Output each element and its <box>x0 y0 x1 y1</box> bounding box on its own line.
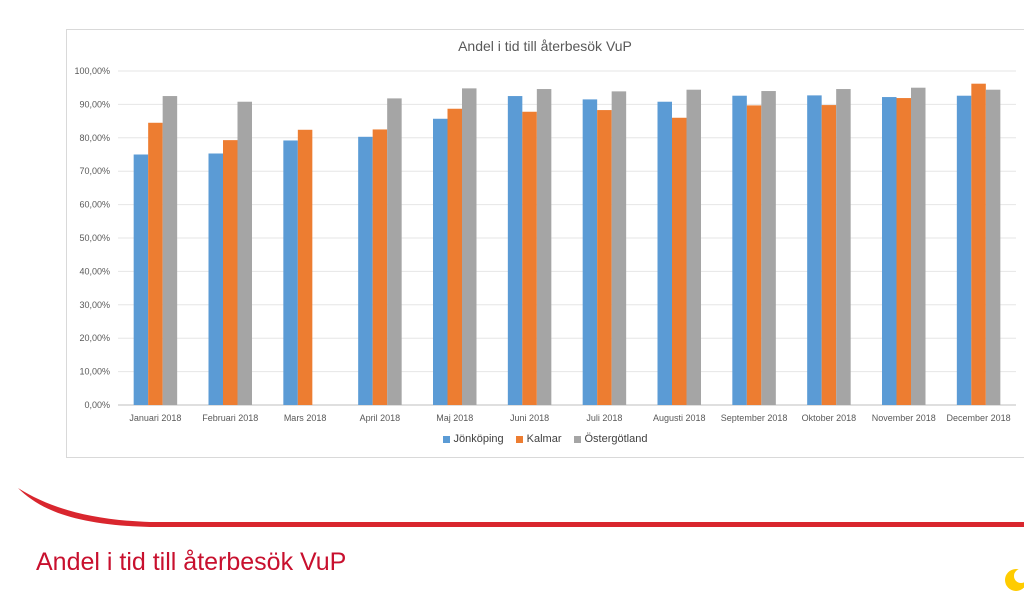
bar <box>821 105 837 406</box>
y-tick-label: 40,00% <box>79 266 110 276</box>
x-tick-label: November 2018 <box>872 413 936 423</box>
bar <box>746 105 762 405</box>
bar <box>358 136 373 405</box>
bar <box>956 95 972 405</box>
x-tick-label: December 2018 <box>947 413 1011 423</box>
y-tick-label: 20,00% <box>79 333 110 343</box>
x-tick-label: April 2018 <box>360 413 401 423</box>
legend-swatch <box>515 435 523 443</box>
bar <box>882 97 897 405</box>
x-tick-label: Juli 2018 <box>586 413 622 423</box>
bar <box>582 99 598 405</box>
legend: Jönköping Kalmar Östergötland <box>66 433 1024 445</box>
x-tick-label: Maj 2018 <box>436 413 473 423</box>
x-tick-label: Augusti 2018 <box>653 413 706 423</box>
x-tick-label: Februari 2018 <box>202 413 258 423</box>
bar <box>896 98 911 405</box>
bar <box>162 96 178 406</box>
bar <box>985 89 1001 406</box>
bar-chart: 0,00% 10,00% 20,00% 30,00% 40,00% 50,00% 60,00… <box>74 66 1016 423</box>
bar <box>536 89 552 405</box>
y-tick-label: 0,00% <box>84 400 110 410</box>
y-tick-label: 70,00% <box>79 166 110 176</box>
chart-title: Andel i tid till återbesök VuP <box>458 38 632 54</box>
bar <box>208 153 223 405</box>
x-tick-label: Juni 2018 <box>510 413 549 423</box>
bar <box>672 117 687 405</box>
bar <box>657 101 672 405</box>
legend-item-jonkoping: Jönköping <box>442 433 504 445</box>
bar <box>148 122 163 406</box>
logo-icon <box>1005 569 1024 591</box>
bar <box>297 129 313 405</box>
y-tick-label: 80,00% <box>79 133 110 143</box>
x-tick-label: Oktober 2018 <box>802 413 857 423</box>
bar <box>283 140 298 406</box>
y-tick-label: 60,00% <box>79 200 110 210</box>
slide-title: Andel i tid till återbesök VuP <box>36 548 347 576</box>
y-tick-label: 90,00% <box>79 99 110 109</box>
bar <box>597 110 612 405</box>
bar <box>372 129 388 405</box>
header-swoosh <box>18 488 1024 527</box>
bar <box>971 83 986 405</box>
bar <box>522 111 537 406</box>
x-tick-label: Mars 2018 <box>284 413 327 423</box>
x-tick-label: September 2018 <box>721 413 788 423</box>
bar <box>447 108 462 405</box>
bar <box>237 101 252 405</box>
bar <box>462 88 477 406</box>
legend-label: Kalmar <box>526 433 562 445</box>
bar <box>433 118 448 406</box>
legend-swatch <box>442 435 450 443</box>
y-tick-labels: 0,00% 10,00% 20,00% 30,00% 40,00% 50,00% 60,00… <box>74 66 110 410</box>
y-tick-label: 10,00% <box>79 367 110 377</box>
bar <box>387 98 402 405</box>
legend-swatch <box>573 435 581 443</box>
legend-label: Jönköping <box>453 433 504 445</box>
bar <box>761 91 776 405</box>
legend-label: Östergötland <box>584 433 648 445</box>
legend-item-kalmar: Kalmar <box>515 433 562 445</box>
bar <box>686 89 701 406</box>
bars <box>133 83 1001 406</box>
bar <box>836 89 851 405</box>
x-tick-labels: Januari 2018 Februari 2018 Mars 2018 April … <box>129 413 1010 423</box>
bar <box>507 96 523 406</box>
x-tick-label: Januari 2018 <box>129 413 181 423</box>
y-tick-label: 100,00% <box>74 66 110 76</box>
bar <box>807 95 822 405</box>
bar <box>223 140 238 405</box>
legend-item-ostergotland: Östergötland <box>573 433 648 445</box>
gridlines <box>118 70 1016 406</box>
bar <box>133 154 149 405</box>
y-tick-label: 50,00% <box>79 233 110 243</box>
y-tick-label: 30,00% <box>79 300 110 310</box>
bar <box>732 95 747 405</box>
bar <box>611 91 627 406</box>
bar <box>911 87 926 405</box>
